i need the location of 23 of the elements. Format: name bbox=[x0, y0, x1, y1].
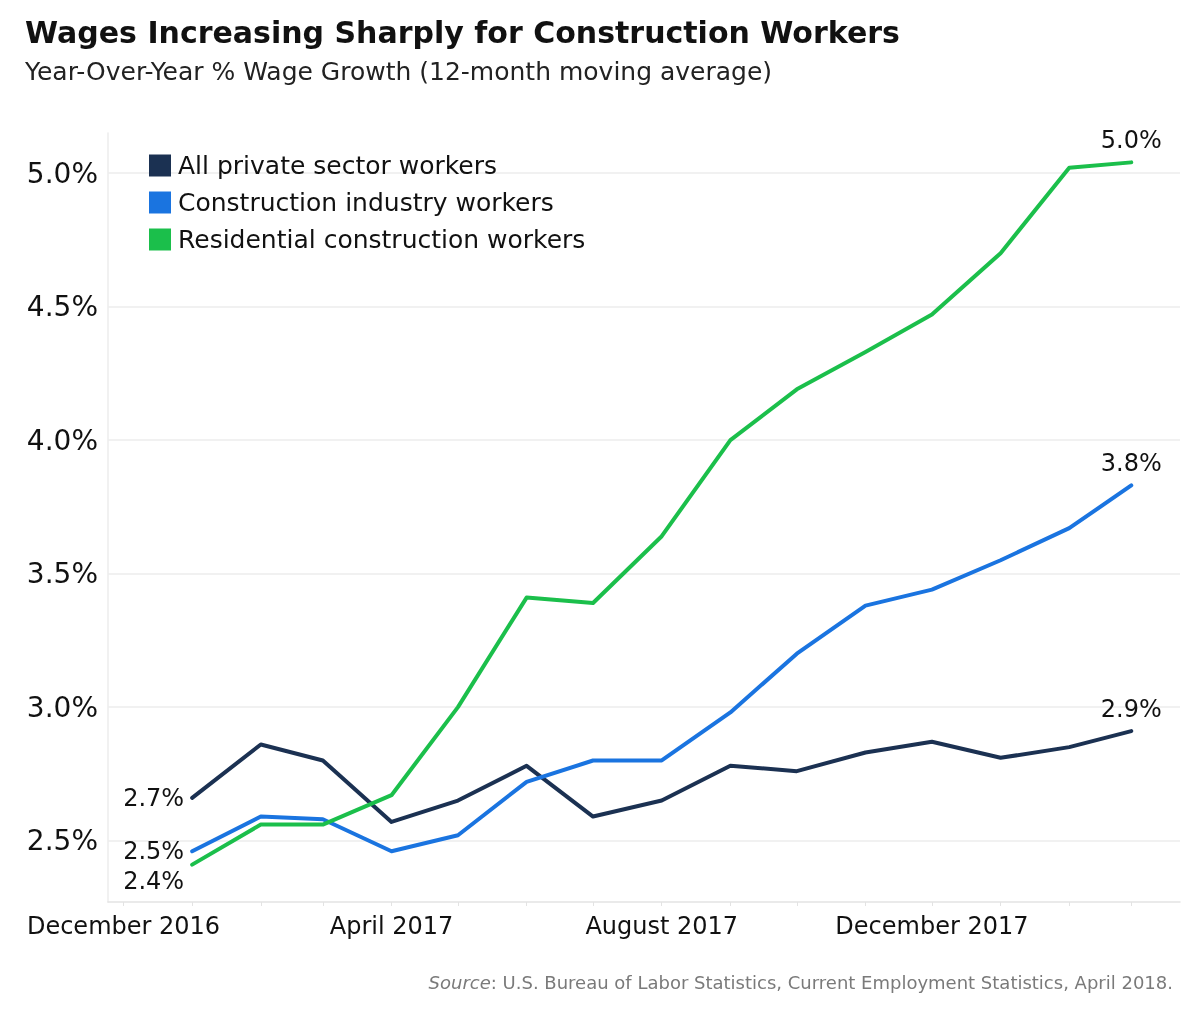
chart-title: Wages Increasing Sharply for Construction Workers bbox=[25, 14, 900, 50]
y-tick-label: 3.0% bbox=[26, 690, 98, 724]
y-tick-label: 4.5% bbox=[26, 290, 98, 324]
data-label: 2.9% bbox=[1100, 695, 1162, 724]
x-tick-label: August 2017 bbox=[585, 912, 739, 940]
data-label: 2.7% bbox=[123, 783, 185, 812]
y-tick-label: 2.5% bbox=[26, 824, 98, 858]
y-tick-label: 5.0% bbox=[26, 156, 98, 190]
x-tick-label: April 2017 bbox=[329, 912, 454, 940]
data-label: 2.4% bbox=[123, 867, 185, 896]
y-tick-label: 3.5% bbox=[26, 557, 98, 591]
data-label: 2.5% bbox=[123, 837, 185, 866]
line-series bbox=[190, 729, 1134, 824]
data-label: 3.8% bbox=[1100, 449, 1162, 478]
legend-label: Construction industry workers bbox=[178, 188, 554, 217]
chart-subtitle: Year-Over-Year % Wage Growth (12-month moving average) bbox=[24, 57, 773, 86]
data-label: 5.0% bbox=[1100, 126, 1162, 155]
source-note: Source: U.S. Bureau of Labor Statistics, Current Employment Statistics, April 2018. bbox=[428, 971, 1174, 993]
legend-label: All private sector workers bbox=[178, 151, 498, 180]
y-tick-label: 4.0% bbox=[26, 423, 98, 457]
x-tick-label: December 2017 bbox=[835, 912, 1029, 940]
legend-label: Residential construction workers bbox=[178, 225, 586, 254]
x-tick-label: December 2016 bbox=[26, 912, 221, 940]
